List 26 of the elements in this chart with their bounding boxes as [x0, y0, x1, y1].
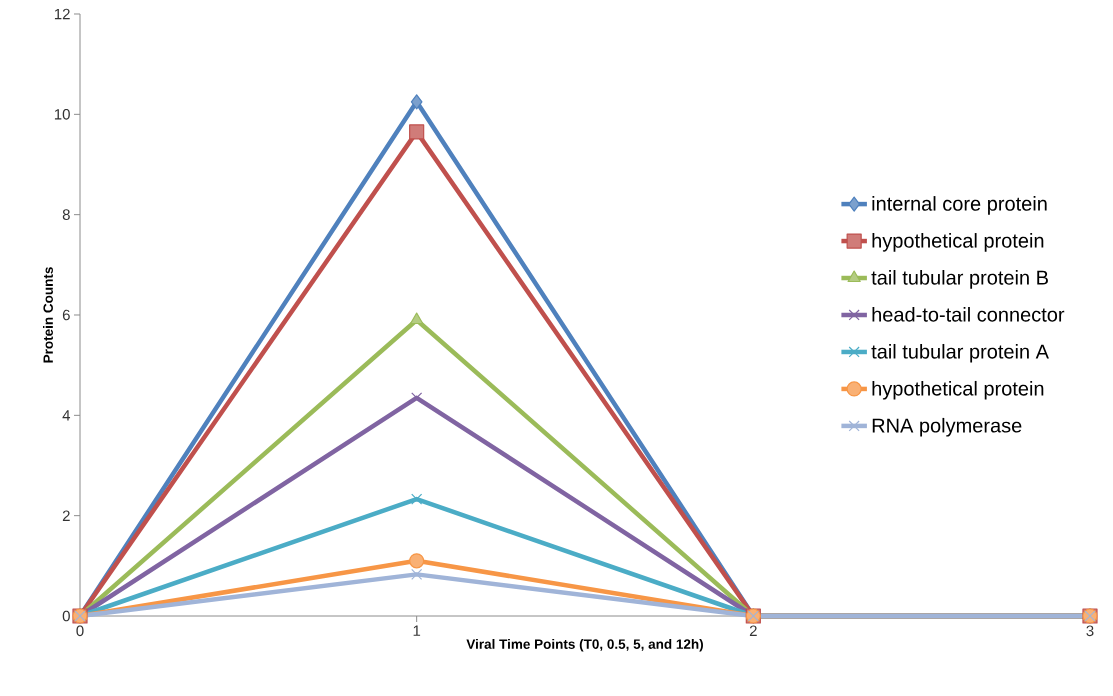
point: [410, 94, 423, 110]
y-tick-label: 4: [62, 410, 71, 421]
y-axis-title: Protein Counts: [43, 267, 53, 363]
point: [409, 553, 425, 569]
x-tick-label: 0: [76, 625, 84, 637]
legend-label: RNA polymerase: [872, 417, 1022, 437]
y-tick-label: 6: [62, 309, 70, 321]
legend-label: hypothetical protein: [872, 380, 1044, 400]
x-tick-label: 2: [749, 625, 757, 636]
y-tick-label: 12: [54, 8, 70, 20]
point: [411, 493, 423, 505]
point: [409, 124, 425, 140]
y-tick-label: 10: [54, 109, 70, 120]
x-axis-title: Viral Time Points (T0, 0.5, 5, and 12h): [466, 638, 703, 652]
y-tick-label: 8: [62, 209, 70, 220]
legend-label: tail tubular protein B: [871, 270, 1048, 289]
y-tick-label: 0: [62, 610, 70, 622]
legend-label: tail tubular protein A: [871, 343, 1049, 363]
legend-label: head-to-tail connector: [872, 307, 1065, 322]
y-tick-label: 2: [62, 510, 70, 521]
x-tick-label: 1: [413, 625, 421, 636]
legend-label: internal core protein: [872, 196, 1047, 215]
point: [411, 568, 423, 580]
point: [411, 392, 423, 404]
x-tick-label: 3: [1086, 625, 1094, 637]
legend-label: hypothetical protein: [872, 233, 1044, 252]
